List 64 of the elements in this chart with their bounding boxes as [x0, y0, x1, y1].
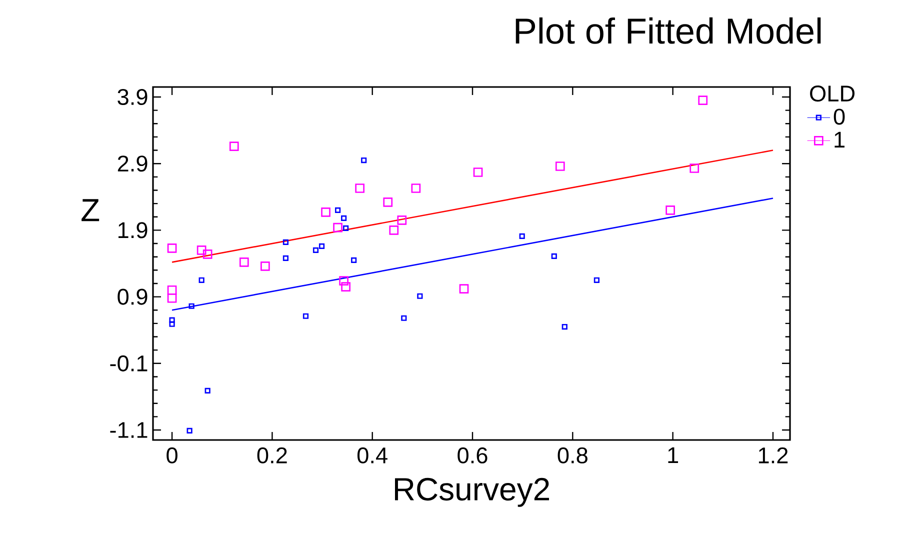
point	[321, 208, 330, 217]
y-tick-label: 0.9	[118, 288, 148, 305]
x-tick-label: 0.2	[257, 447, 287, 464]
point	[282, 239, 289, 245]
point	[341, 282, 350, 292]
point	[383, 198, 393, 207]
point	[519, 233, 525, 239]
x-tick-label: 1	[668, 447, 678, 463]
y-tick-label: -1.1	[110, 422, 148, 438]
x-axis-title: RCsurvey2	[395, 478, 550, 507]
point	[202, 250, 212, 259]
y-tick-label: 2.9	[118, 156, 148, 172]
y-axis-title: Z	[82, 199, 100, 222]
point	[397, 216, 407, 225]
point	[555, 162, 565, 171]
y-tick-label: 1.9	[118, 222, 148, 238]
x-tick-label: 0.8	[558, 447, 588, 464]
legend-label: 0	[834, 108, 845, 125]
point	[690, 164, 700, 173]
point	[196, 246, 206, 255]
point	[401, 315, 407, 321]
x-tick-label: 1.2	[758, 447, 788, 464]
point	[204, 388, 210, 394]
point	[473, 168, 483, 177]
point	[198, 277, 204, 283]
point	[389, 226, 399, 235]
point	[361, 157, 367, 164]
point	[260, 261, 270, 271]
point	[167, 293, 177, 303]
point	[343, 225, 349, 232]
point	[698, 96, 708, 105]
x-tick-label: 0.6	[458, 447, 488, 464]
point	[551, 253, 557, 259]
point	[666, 206, 675, 215]
point	[282, 255, 289, 261]
point	[169, 317, 175, 323]
y-tick-label: -0.1	[110, 355, 148, 372]
point	[562, 324, 568, 330]
y-tick-label: 3.9	[118, 88, 148, 106]
point	[302, 313, 309, 319]
point	[169, 321, 175, 327]
point	[312, 247, 319, 253]
point	[594, 277, 600, 283]
point	[341, 215, 347, 222]
legend-label: 1	[834, 132, 844, 148]
point	[334, 207, 341, 214]
x-tick-label: 0.4	[357, 447, 388, 464]
point	[339, 276, 348, 286]
point	[229, 142, 239, 151]
point	[318, 243, 325, 249]
point	[333, 222, 342, 232]
point	[411, 184, 421, 193]
point	[417, 293, 423, 299]
point	[167, 244, 177, 253]
point	[188, 303, 194, 309]
point	[186, 428, 192, 434]
point	[355, 184, 364, 193]
legend-title: OLD	[810, 86, 855, 102]
point	[167, 285, 177, 295]
point	[459, 284, 469, 294]
point	[351, 257, 357, 263]
chart-title: Plot of Fitted Model	[516, 17, 821, 44]
point	[239, 257, 249, 267]
x-tick-label: 0	[166, 447, 178, 464]
